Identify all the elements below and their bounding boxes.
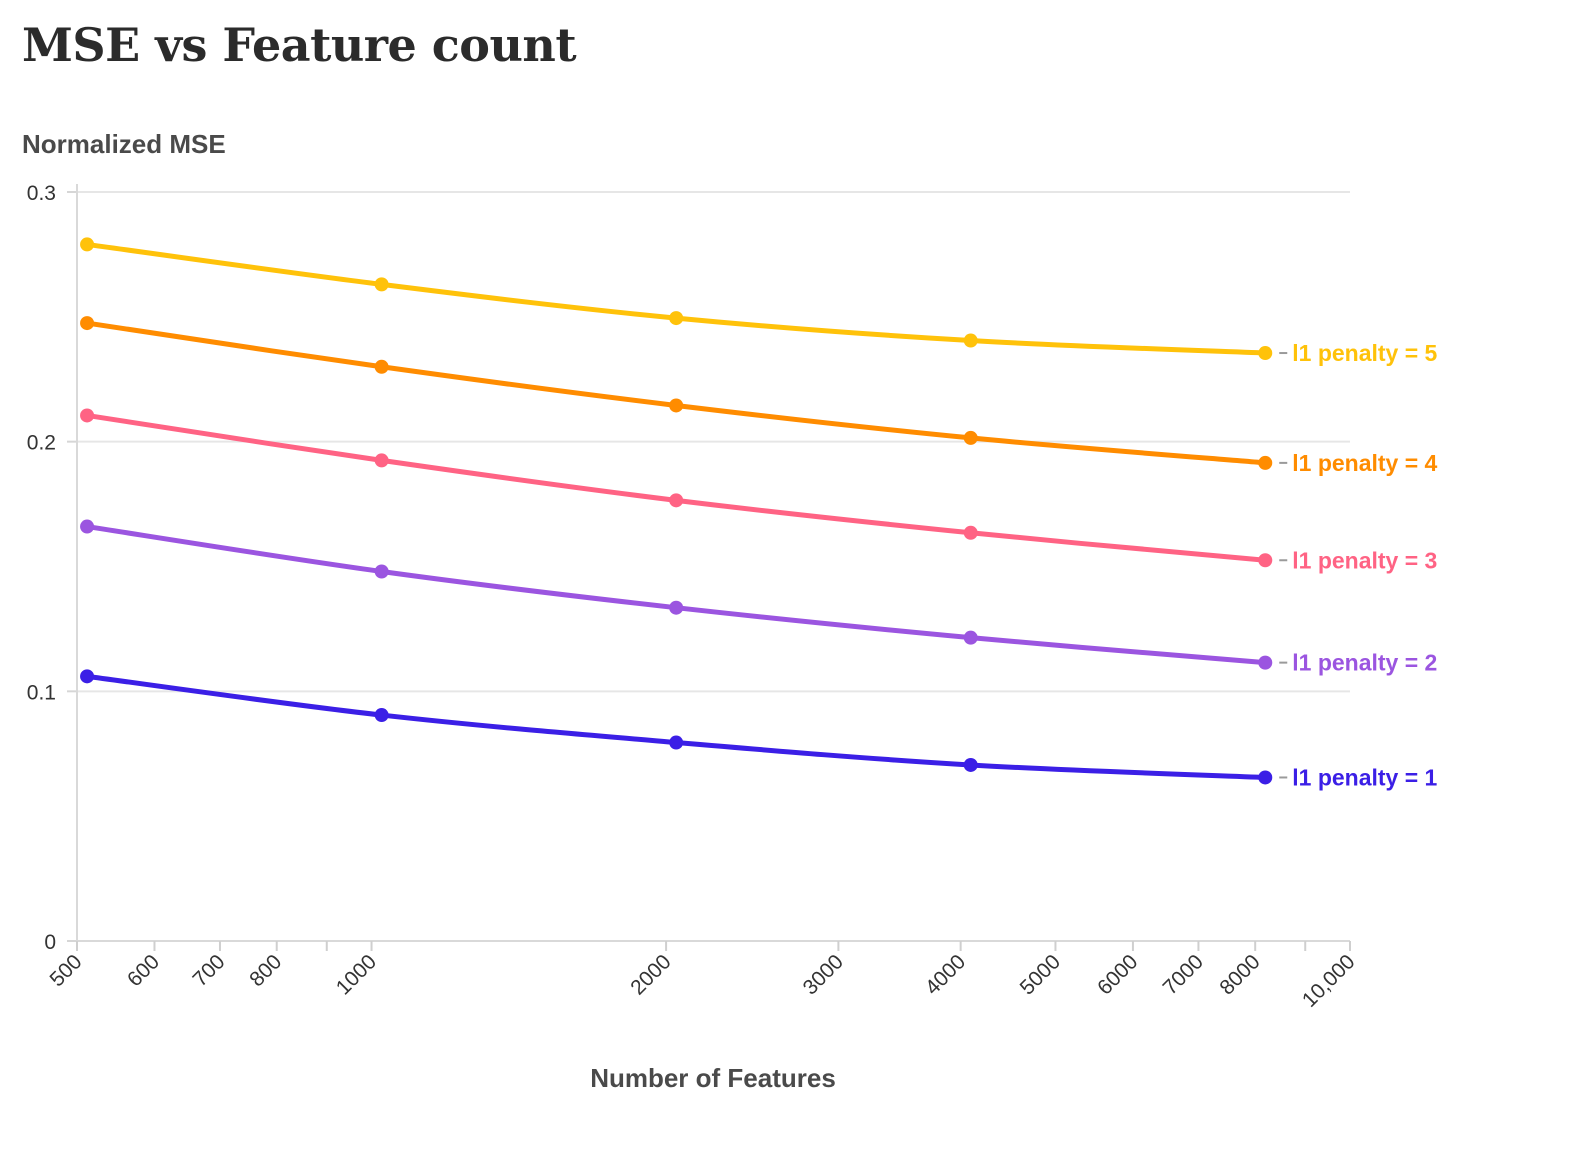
y-tick-label: 0.2 — [27, 432, 56, 455]
data-point — [80, 669, 95, 684]
data-point — [669, 311, 684, 326]
data-point — [374, 708, 389, 723]
data-point — [80, 316, 95, 331]
series-label: l1 penalty = 3 — [1292, 547, 1437, 573]
x-tick-label: 8000 — [1215, 950, 1264, 999]
series-4 — [80, 519, 1273, 670]
x-tick-label: 7000 — [1159, 950, 1208, 999]
x-tick-label: 700 — [188, 950, 229, 991]
series-labels: l1 penalty = 5 l1 penalty = 4 l1 penalty =… — [1279, 340, 1438, 790]
series-label: l1 penalty = 4 — [1292, 450, 1437, 476]
series-line — [84, 524, 1268, 666]
x-tick-label: 4000 — [921, 950, 970, 999]
data-point — [669, 600, 684, 615]
x-tick-label: 800 — [245, 950, 286, 991]
data-point — [80, 237, 95, 252]
data-point — [669, 398, 684, 413]
y-tick-label: 0.1 — [27, 681, 56, 704]
x-tick-label: 2000 — [626, 950, 675, 999]
data-point — [1258, 346, 1273, 361]
series-label: l1 penalty = 2 — [1292, 650, 1437, 676]
data-point — [669, 493, 684, 508]
x-tick-label: 5000 — [1016, 950, 1065, 999]
y-axis-title: Normalized MSE — [22, 129, 226, 159]
data-point — [1258, 455, 1273, 470]
data-point — [963, 757, 978, 772]
series-line — [84, 241, 1268, 356]
data-point — [1258, 770, 1273, 785]
gridlines — [77, 191, 1350, 942]
series-label: l1 penalty = 5 — [1292, 340, 1437, 366]
data-point — [1258, 655, 1273, 670]
chart-title: MSE vs Feature count — [22, 18, 577, 72]
x-tick-label: 6000 — [1093, 950, 1142, 999]
data-point — [374, 359, 389, 374]
y-tick-label: 0.3 — [27, 182, 56, 205]
data-point — [374, 277, 389, 292]
data-point — [963, 525, 978, 540]
x-tick-label: 3000 — [799, 950, 848, 999]
y-tick-label: 0 — [44, 931, 56, 954]
data-point — [374, 453, 389, 468]
x-tick-label: 500 — [45, 950, 86, 991]
data-point — [80, 519, 95, 534]
series-label: l1 penalty = 1 — [1292, 764, 1437, 790]
data-point — [374, 564, 389, 579]
series-2 — [80, 316, 1273, 470]
series-line — [84, 412, 1268, 563]
x-axis-title: Number of Features — [590, 1063, 836, 1093]
x-tick-label: 10,000 — [1298, 950, 1360, 1012]
data-point — [1258, 553, 1273, 568]
x-tick-label: 600 — [123, 950, 164, 991]
data-point — [80, 408, 95, 423]
axes: 0 0.1 0.2 0.3 500 600 700 800 1000 2000 3000 4000 50… — [27, 182, 1360, 1012]
series-3 — [80, 408, 1273, 568]
data-point — [963, 430, 978, 445]
data-point — [963, 333, 978, 348]
data-point — [669, 735, 684, 750]
x-tick-label: 1000 — [332, 950, 381, 999]
series-group — [80, 237, 1273, 785]
data-point — [963, 630, 978, 645]
series-1 — [80, 237, 1273, 361]
series-5 — [80, 669, 1273, 785]
